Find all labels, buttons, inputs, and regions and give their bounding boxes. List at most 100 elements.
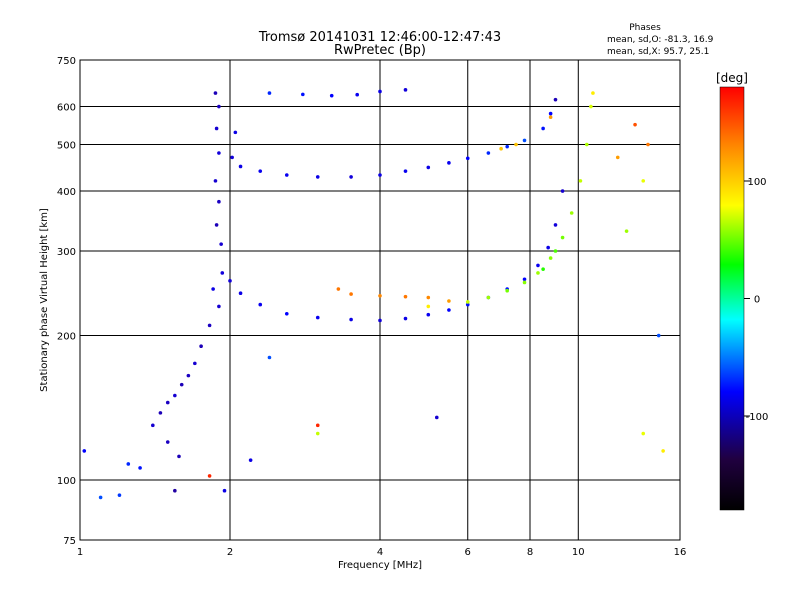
data-point <box>541 126 545 131</box>
data-point <box>217 304 221 309</box>
data-point <box>165 440 170 444</box>
colorbar-tick-label: 100 <box>747 177 766 188</box>
y-tick-label: 200 <box>57 332 76 343</box>
data-point <box>486 295 491 300</box>
colorbar-tick-label: -100 <box>746 412 769 423</box>
data-point <box>98 495 103 500</box>
data-point <box>238 164 243 169</box>
data-point <box>553 97 558 102</box>
data-point <box>569 211 574 215</box>
phase-stats-o: mean, sd,O: -81.3, 16.9 <box>607 35 714 45</box>
data-point <box>238 291 243 296</box>
data-point <box>447 161 451 165</box>
data-point <box>505 144 509 149</box>
data-point <box>248 458 253 462</box>
data-point <box>589 104 593 109</box>
data-point <box>426 295 431 300</box>
data-point <box>403 88 408 92</box>
data-point <box>447 308 451 312</box>
data-point <box>560 235 565 240</box>
data-point <box>426 304 431 309</box>
data-point <box>522 277 527 282</box>
data-point <box>315 423 320 428</box>
data-point <box>336 287 341 291</box>
data-point <box>117 493 122 497</box>
data-point <box>615 155 620 160</box>
data-point <box>541 267 545 271</box>
data-point <box>522 280 527 285</box>
colorbar <box>719 86 745 511</box>
data-point <box>151 423 155 428</box>
y-axis-label: Stationary phase Virtual Height [km] <box>39 208 50 392</box>
data-point <box>465 302 470 307</box>
x-tick-label: 4 <box>377 547 383 558</box>
data-point <box>82 449 87 453</box>
data-point <box>217 199 221 204</box>
data-point <box>633 122 637 127</box>
y-tick-label: 75 <box>63 536 76 547</box>
data-point <box>522 138 527 143</box>
data-point <box>219 242 223 246</box>
data-point <box>426 165 431 170</box>
data-point <box>378 293 382 298</box>
data-point <box>355 92 359 97</box>
data-point <box>584 142 589 147</box>
x-tick-label: 10 <box>572 547 585 558</box>
data-point <box>465 300 470 304</box>
data-point <box>591 91 595 95</box>
data-point <box>126 462 131 466</box>
data-point <box>258 169 263 173</box>
data-point <box>213 179 218 183</box>
data-point <box>213 91 218 95</box>
x-tick-label: 1 <box>77 547 83 558</box>
data-point <box>578 179 583 183</box>
data-point <box>656 333 661 338</box>
x-axis-label: Frequency [MHz] <box>338 560 422 571</box>
y-tick-label: 600 <box>57 103 76 114</box>
data-point <box>217 104 221 109</box>
data-point <box>641 179 646 183</box>
data-point <box>301 92 305 97</box>
data-point <box>378 173 382 177</box>
data-point <box>486 151 491 155</box>
x-tick-label: 8 <box>527 547 533 558</box>
data-point <box>315 431 320 436</box>
data-point <box>173 393 177 398</box>
data-point <box>258 302 263 307</box>
data-point <box>465 156 470 161</box>
data-point <box>661 449 665 453</box>
data-point <box>505 288 509 293</box>
data-point <box>646 142 650 147</box>
data-point <box>315 175 320 179</box>
colorbar-tick-label: 0 <box>754 295 760 306</box>
data-point <box>447 299 451 303</box>
data-point <box>548 115 553 120</box>
data-point <box>267 91 272 95</box>
data-point <box>186 373 191 378</box>
data-point <box>624 229 629 233</box>
data-point <box>267 355 272 360</box>
data-point <box>548 111 553 116</box>
grid <box>80 60 680 540</box>
data-point <box>329 93 334 98</box>
data-point <box>553 223 558 227</box>
data-point <box>349 292 353 296</box>
y-tick-label: 500 <box>57 141 76 152</box>
chart-title: Tromsø 20141031 12:46:00-12:47:43 <box>258 30 501 45</box>
data-point <box>378 89 382 94</box>
data-point <box>560 189 565 193</box>
data-point <box>199 344 203 349</box>
colorbar-ticks: 100 0 -100 <box>744 177 768 423</box>
data-point <box>173 488 177 493</box>
data-point <box>546 245 550 250</box>
data-point <box>177 454 181 459</box>
data-point <box>514 142 518 147</box>
chart-subtitle: RwPretec (Bp) <box>334 43 426 58</box>
data-point <box>214 126 219 131</box>
data-point <box>349 175 353 179</box>
data-point <box>207 474 212 478</box>
phase-stats-x: mean, sd,X: 95.7, 25.1 <box>607 47 709 57</box>
y-tick-label: 300 <box>57 247 76 258</box>
data-point <box>553 249 558 253</box>
data-point <box>536 271 540 275</box>
